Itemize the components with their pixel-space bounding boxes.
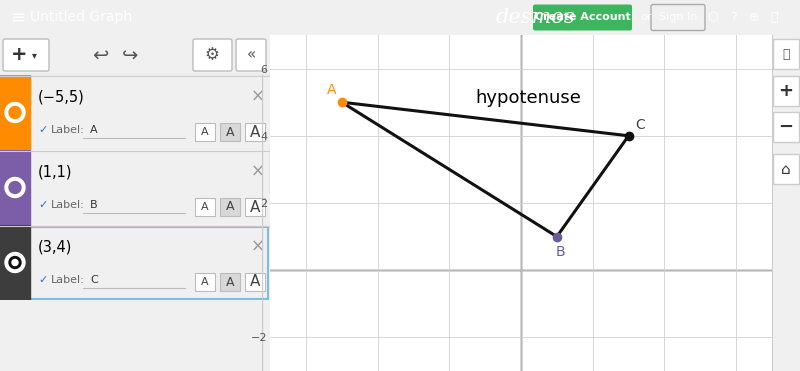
Text: A: A — [201, 127, 209, 137]
Text: 🌐: 🌐 — [770, 11, 778, 24]
Text: Create Account: Create Account — [534, 13, 630, 23]
Bar — [0, 225, 30, 300]
FancyBboxPatch shape — [195, 273, 215, 291]
FancyBboxPatch shape — [245, 123, 265, 141]
Text: desmos: desmos — [495, 8, 575, 27]
FancyBboxPatch shape — [3, 39, 49, 71]
Text: C: C — [90, 275, 98, 285]
Bar — [0, 75, 30, 150]
Text: ⚙: ⚙ — [205, 46, 219, 64]
FancyBboxPatch shape — [773, 39, 799, 69]
Text: ↩: ↩ — [92, 46, 108, 65]
Text: ✓: ✓ — [38, 125, 47, 135]
Text: B: B — [556, 245, 566, 259]
Circle shape — [9, 181, 21, 194]
FancyBboxPatch shape — [193, 39, 232, 71]
Text: Untitled Graph: Untitled Graph — [30, 10, 132, 24]
FancyBboxPatch shape — [773, 112, 799, 142]
Text: A: A — [226, 276, 234, 289]
Text: A: A — [250, 275, 260, 289]
Text: +: + — [778, 82, 794, 100]
FancyBboxPatch shape — [195, 123, 215, 141]
Circle shape — [5, 253, 25, 273]
Bar — [0, 150, 30, 225]
Circle shape — [5, 102, 25, 122]
Circle shape — [9, 256, 21, 269]
Text: A: A — [90, 125, 98, 135]
Text: A: A — [226, 125, 234, 138]
Text: (3,4): (3,4) — [38, 240, 72, 255]
Circle shape — [5, 177, 25, 197]
Text: ×: × — [251, 163, 265, 181]
Text: Label:: Label: — [51, 125, 85, 135]
Text: −: − — [778, 118, 794, 136]
Text: or: or — [640, 13, 651, 23]
FancyBboxPatch shape — [195, 198, 215, 216]
Circle shape — [12, 259, 18, 266]
FancyBboxPatch shape — [245, 273, 265, 291]
Bar — [270, 149, 318, 193]
Circle shape — [9, 106, 21, 118]
FancyBboxPatch shape — [220, 123, 240, 141]
Text: ?: ? — [730, 11, 736, 24]
Text: ↪: ↪ — [122, 46, 138, 65]
Text: A: A — [226, 200, 234, 213]
Text: +: + — [10, 46, 27, 65]
Text: Label:: Label: — [51, 200, 85, 210]
Text: Label:: Label: — [51, 275, 85, 285]
Text: ⬡: ⬡ — [706, 11, 718, 24]
FancyBboxPatch shape — [773, 76, 799, 106]
Text: C: C — [636, 118, 646, 132]
Text: A: A — [327, 83, 336, 97]
FancyBboxPatch shape — [773, 154, 799, 184]
FancyBboxPatch shape — [245, 198, 265, 216]
Text: 🔧: 🔧 — [782, 47, 790, 60]
Text: ✓: ✓ — [38, 200, 47, 210]
Text: A: A — [250, 200, 260, 214]
Text: ×: × — [251, 238, 265, 256]
Text: A: A — [250, 125, 260, 139]
Text: A: A — [201, 277, 209, 287]
Text: B: B — [90, 200, 98, 210]
Text: «: « — [246, 47, 256, 62]
Text: (1,1): (1,1) — [38, 164, 73, 180]
Text: ⊕: ⊕ — [749, 11, 759, 24]
Text: ✓: ✓ — [38, 275, 47, 285]
FancyBboxPatch shape — [220, 198, 240, 216]
Text: Sign In: Sign In — [659, 13, 697, 23]
Text: hypotenuse: hypotenuse — [475, 89, 581, 107]
Text: (−5,5): (−5,5) — [38, 89, 85, 105]
FancyBboxPatch shape — [220, 273, 240, 291]
Text: ×: × — [251, 88, 265, 106]
FancyBboxPatch shape — [533, 4, 632, 30]
Text: A: A — [201, 202, 209, 212]
FancyBboxPatch shape — [236, 39, 266, 71]
Text: ≡: ≡ — [10, 9, 25, 26]
Text: ⌂: ⌂ — [781, 161, 791, 177]
Text: ▾: ▾ — [31, 50, 37, 60]
